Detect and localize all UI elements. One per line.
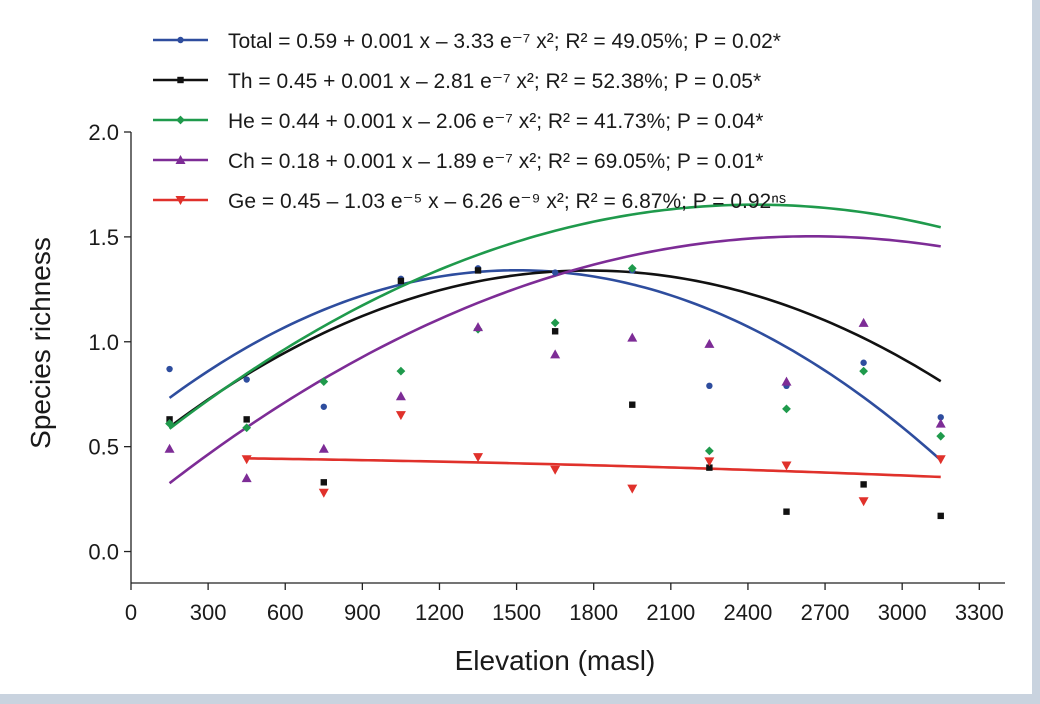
- point-ch: [858, 317, 869, 327]
- point-he: [936, 431, 946, 441]
- x-tick-label: 2100: [646, 600, 695, 625]
- point-ge: [318, 488, 329, 498]
- x-tick-label: 900: [344, 600, 381, 625]
- point-he: [396, 366, 406, 376]
- point-th: [629, 401, 636, 408]
- point-total: [860, 359, 867, 366]
- legend-marker-ch: [175, 155, 186, 164]
- x-tick-label: 1200: [415, 600, 464, 625]
- point-ge: [935, 455, 946, 465]
- point-th: [320, 479, 327, 486]
- point-th: [474, 267, 482, 274]
- point-he: [704, 446, 714, 456]
- legend-label-ch: Ch = 0.18 + 0.001 x – 1.89 e⁻⁷ x²; R² = …: [228, 150, 763, 173]
- point-he: [550, 318, 560, 328]
- legend: Total = 0.59 + 0.001 x – 3.33 e⁻⁷ x²; R²…: [153, 30, 786, 213]
- y-tick-label: 1.0: [88, 330, 119, 355]
- x-tick-label: 1800: [569, 600, 618, 625]
- point-total: [706, 382, 713, 390]
- point-ge: [395, 411, 406, 421]
- point-th: [860, 481, 867, 488]
- fit-curve-he: [168, 203, 942, 430]
- x-axis-title: Elevation (masl): [455, 645, 656, 676]
- legend-label-he: He = 0.44 + 0.001 x – 2.06 e⁻⁷ x²; R² = …: [228, 110, 763, 133]
- point-he: [319, 377, 329, 387]
- legend-label-th: Th = 0.45 + 0.001 x – 2.81 e⁻⁷ x²; R² = …: [228, 70, 761, 93]
- fit-curve-ge: [246, 457, 941, 479]
- point-ge: [550, 465, 561, 475]
- point-ge: [704, 457, 715, 467]
- x-tick-label: 1500: [492, 600, 541, 625]
- legend-marker-he: [176, 115, 185, 125]
- species-richness-chart: 0.0 0.5 1.0 1.5 2.0 0 300 600 900 1200 1500 1800 210…: [25, 30, 1005, 676]
- point-ch: [395, 391, 406, 401]
- y-tick-label: 2.0: [88, 120, 119, 145]
- point-he: [782, 404, 791, 414]
- x-tick-label: 3300: [955, 600, 1004, 625]
- legend-marker-total: [177, 36, 184, 44]
- legend-marker-ge: [175, 196, 186, 205]
- point-ch: [550, 349, 561, 359]
- fit-curves: [168, 203, 942, 485]
- point-ch: [781, 376, 792, 386]
- point-total: [551, 269, 559, 276]
- point-th: [783, 508, 790, 515]
- data-points: [164, 263, 946, 520]
- point-th: [397, 277, 405, 285]
- legend-marker-th: [177, 76, 184, 84]
- point-ch: [704, 338, 715, 348]
- point-total: [937, 414, 944, 421]
- point-he: [242, 423, 252, 433]
- point-th: [243, 416, 250, 423]
- point-ch: [164, 443, 175, 453]
- point-total: [320, 403, 327, 410]
- point-total: [166, 365, 173, 373]
- y-tick-label: 1.5: [88, 225, 119, 250]
- point-ch: [935, 418, 946, 428]
- point-ch: [627, 332, 638, 342]
- point-total: [243, 376, 250, 383]
- point-ch: [241, 473, 252, 483]
- x-tick-label: 2700: [801, 600, 850, 625]
- point-ge: [473, 453, 484, 463]
- y-axis-title: Species richness: [25, 237, 56, 449]
- point-ch: [473, 322, 484, 332]
- y-tick-label: 0.0: [88, 540, 119, 565]
- x-tick-label: 600: [267, 600, 304, 625]
- axes: 0.0 0.5 1.0 1.5 2.0 0 300 600 900 1200 1500 1800 210…: [88, 120, 1005, 625]
- legend-label-ge: Ge = 0.45 – 1.03 e⁻⁵ x – 6.26 e⁻⁹ x²; R²…: [228, 190, 786, 213]
- point-he: [627, 263, 637, 273]
- y-tick-label: 0.5: [88, 435, 119, 460]
- x-tick-label: 0: [125, 600, 137, 625]
- x-tick-label: 300: [190, 600, 227, 625]
- point-th: [937, 512, 944, 520]
- point-ge: [241, 455, 252, 465]
- point-th: [551, 328, 559, 335]
- point-he: [859, 366, 869, 376]
- x-tick-label: 2400: [723, 600, 772, 625]
- fit-curve-total: [168, 268, 942, 462]
- point-th: [706, 464, 713, 471]
- point-ge: [627, 484, 638, 494]
- point-ch: [318, 443, 329, 453]
- point-ge: [858, 497, 869, 507]
- point-ge: [781, 461, 792, 471]
- x-tick-label: 3000: [878, 600, 927, 625]
- point-he: [165, 419, 174, 428]
- legend-label-total: Total = 0.59 + 0.001 x – 3.33 e⁻⁷ x²; R²…: [228, 30, 781, 53]
